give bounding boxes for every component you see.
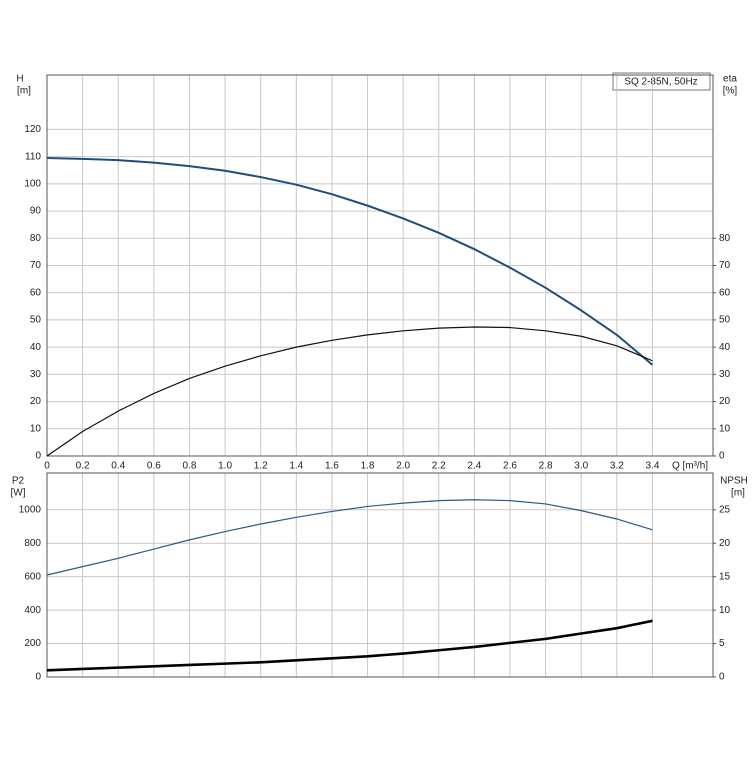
y-tick-label: 120 xyxy=(24,124,41,135)
y-tick-label: 0 xyxy=(35,672,41,683)
y2-tick-label: 15 xyxy=(719,571,731,582)
x-tick-label: 3.0 xyxy=(574,461,588,472)
y-tick-label: 100 xyxy=(24,178,41,189)
y2-tick-label: 25 xyxy=(719,504,731,515)
y2-tick-label: 0 xyxy=(719,672,725,683)
y2-axis-unit: [m] xyxy=(731,488,745,499)
y-tick-label: 10 xyxy=(30,423,42,434)
y2-tick-label: 20 xyxy=(719,396,731,407)
y-axis-label: P2 xyxy=(12,476,25,487)
curve xyxy=(46,326,653,457)
x-tick-label: 1.4 xyxy=(289,461,303,472)
label-box-text: SQ 2-85N, 50Hz xyxy=(624,77,697,88)
y2-tick-label: 70 xyxy=(719,260,731,271)
x-tick-label: 0.8 xyxy=(183,461,197,472)
label-box xyxy=(612,72,711,91)
y2-axis-unit: [%] xyxy=(723,86,738,97)
x-tick-label: 1.8 xyxy=(361,461,375,472)
y2-axis-label: eta xyxy=(723,74,737,85)
x-tick-label: 3.2 xyxy=(610,461,624,472)
y-tick-label: 800 xyxy=(24,538,41,549)
x-tick-label: 1.6 xyxy=(325,461,339,472)
x-tick-label: 1.0 xyxy=(218,461,232,472)
y-tick-label: 0 xyxy=(35,451,41,462)
curve xyxy=(46,157,654,366)
curve xyxy=(46,499,653,576)
y2-tick-label: 10 xyxy=(719,423,731,434)
x-tick-label: 2.4 xyxy=(467,461,481,472)
y2-tick-label: 50 xyxy=(719,315,731,326)
x-axis-label: Q [m³/h] xyxy=(672,461,708,472)
x-tick-label: 2.0 xyxy=(396,461,410,472)
x-tick-label: 3.4 xyxy=(646,461,660,472)
x-tick-label: 0.6 xyxy=(147,461,161,472)
plot-frame xyxy=(46,472,714,678)
y2-tick-label: 0 xyxy=(719,451,725,462)
y-tick-label: 200 xyxy=(24,638,41,649)
y-tick-label: 30 xyxy=(30,369,42,380)
x-tick-label: 1.2 xyxy=(254,461,268,472)
y2-tick-label: 80 xyxy=(719,233,731,244)
y2-axis-label: NPSH xyxy=(720,476,748,487)
y-tick-label: 90 xyxy=(30,206,42,217)
y-tick-label: 20 xyxy=(30,396,42,407)
x-tick-label: 2.6 xyxy=(503,461,517,472)
x-tick-label: 0.4 xyxy=(111,461,125,472)
y2-tick-label: 40 xyxy=(719,342,731,353)
y-axis-label: H xyxy=(16,74,23,85)
y2-tick-label: 60 xyxy=(719,287,731,298)
y-tick-label: 70 xyxy=(30,260,42,271)
x-tick-label: 0.2 xyxy=(76,461,90,472)
y2-tick-label: 30 xyxy=(719,369,731,380)
y-tick-label: 40 xyxy=(30,342,42,353)
y-tick-label: 50 xyxy=(30,315,42,326)
plot-frame xyxy=(46,74,714,457)
y-tick-label: 80 xyxy=(30,233,42,244)
y-tick-label: 400 xyxy=(24,605,41,616)
curve xyxy=(46,619,653,672)
y-tick-label: 600 xyxy=(24,571,41,582)
y2-tick-label: 20 xyxy=(719,538,731,549)
x-tick-label: 2.2 xyxy=(432,461,446,472)
x-tick-label: 2.8 xyxy=(539,461,553,472)
x-tick-label: 0 xyxy=(44,461,50,472)
y-axis-unit: [m] xyxy=(17,86,31,97)
y-tick-label: 60 xyxy=(30,287,42,298)
y-tick-label: 1000 xyxy=(19,504,42,515)
y-tick-label: 110 xyxy=(25,151,41,162)
y-axis-unit: [W] xyxy=(11,488,26,499)
y2-tick-label: 5 xyxy=(719,638,725,649)
y2-tick-label: 10 xyxy=(719,605,731,616)
